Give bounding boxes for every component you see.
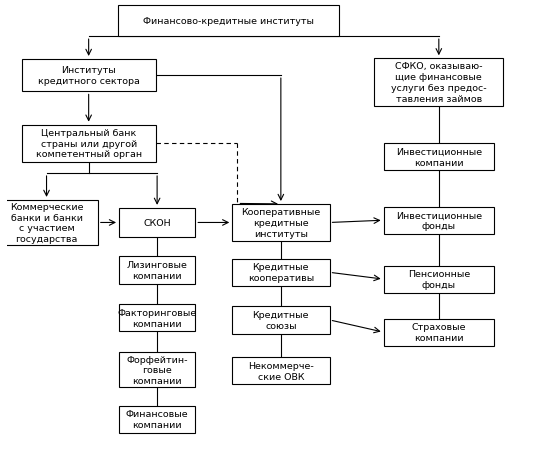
Text: Кооперативные
кредитные
институты: Кооперативные кредитные институты [241, 208, 320, 238]
FancyBboxPatch shape [232, 307, 330, 334]
Text: Страховые
компании: Страховые компании [411, 323, 466, 342]
Text: Инвестиционные
компании: Инвестиционные компании [396, 147, 482, 167]
FancyBboxPatch shape [119, 406, 195, 433]
FancyBboxPatch shape [118, 6, 339, 37]
Text: Форфейтин-
говые
компании: Форфейтин- говые компании [126, 355, 188, 385]
Text: Кредитные
союзы: Кредитные союзы [253, 310, 309, 330]
Text: Пенсионные
фонды: Пенсионные фонды [408, 270, 470, 289]
FancyBboxPatch shape [384, 207, 494, 234]
FancyBboxPatch shape [374, 59, 503, 106]
FancyBboxPatch shape [232, 204, 330, 242]
Text: Факторинговые
компании: Факторинговые компании [118, 308, 197, 328]
Text: Финансовые
компании: Финансовые компании [126, 410, 188, 429]
FancyBboxPatch shape [21, 125, 156, 162]
FancyBboxPatch shape [384, 266, 494, 293]
FancyBboxPatch shape [0, 200, 98, 246]
FancyBboxPatch shape [232, 259, 330, 286]
FancyBboxPatch shape [119, 304, 195, 332]
FancyBboxPatch shape [384, 144, 494, 171]
FancyBboxPatch shape [119, 257, 195, 284]
Text: СКОН: СКОН [143, 218, 171, 228]
FancyBboxPatch shape [119, 208, 195, 238]
Text: Центральный банк
страны или другой
компетентный орган: Центральный банк страны или другой компе… [36, 129, 142, 159]
FancyBboxPatch shape [384, 319, 494, 346]
Text: Некоммерче-
ские ОВК: Некоммерче- ские ОВК [248, 361, 314, 381]
Text: Инвестиционные
фонды: Инвестиционные фонды [396, 211, 482, 231]
Text: Кредитные
кооперативы: Кредитные кооперативы [248, 263, 314, 283]
Text: Коммерческие
банки и банки
с участием
государства: Коммерческие банки и банки с участием го… [10, 202, 83, 243]
Text: СФКО, оказываю-
щие финансовые
услуги без предос-
тавления займов: СФКО, оказываю- щие финансовые услуги бе… [391, 62, 487, 103]
FancyBboxPatch shape [21, 60, 156, 92]
Text: Финансово-кредитные институты: Финансово-кредитные институты [143, 17, 314, 26]
Text: Институты
кредитного сектора: Институты кредитного сектора [38, 66, 140, 86]
Text: Лизинговые
компании: Лизинговые компании [127, 261, 188, 280]
FancyBboxPatch shape [119, 352, 195, 388]
FancyBboxPatch shape [232, 357, 330, 384]
